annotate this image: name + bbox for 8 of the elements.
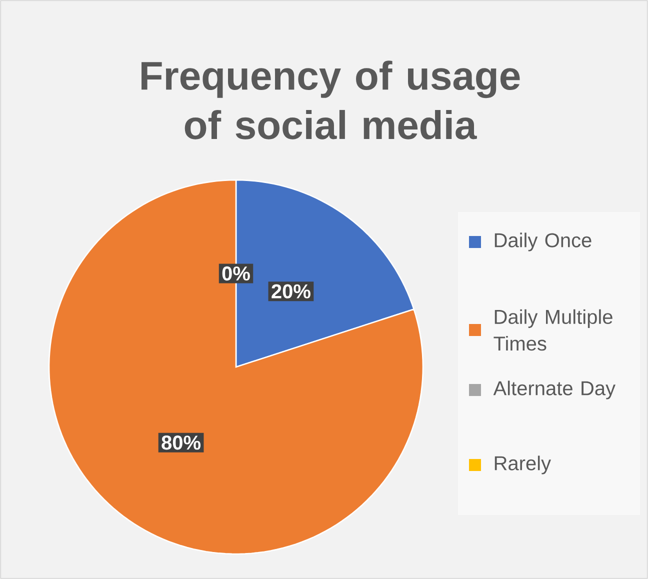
- data-label: 80%: [162, 436, 201, 450]
- legend-label: Daily Once: [494, 232, 592, 252]
- chart-title: Frequency of usage of social media: [142, 60, 520, 140]
- text: 0%: [222, 266, 250, 281]
- legend-label: Daily Multiple Times: [494, 309, 612, 351]
- data-label: 20%: [272, 284, 310, 298]
- legend-label: Alternate Day: [493, 380, 616, 400]
- legend-label: Rarely: [494, 456, 552, 474]
